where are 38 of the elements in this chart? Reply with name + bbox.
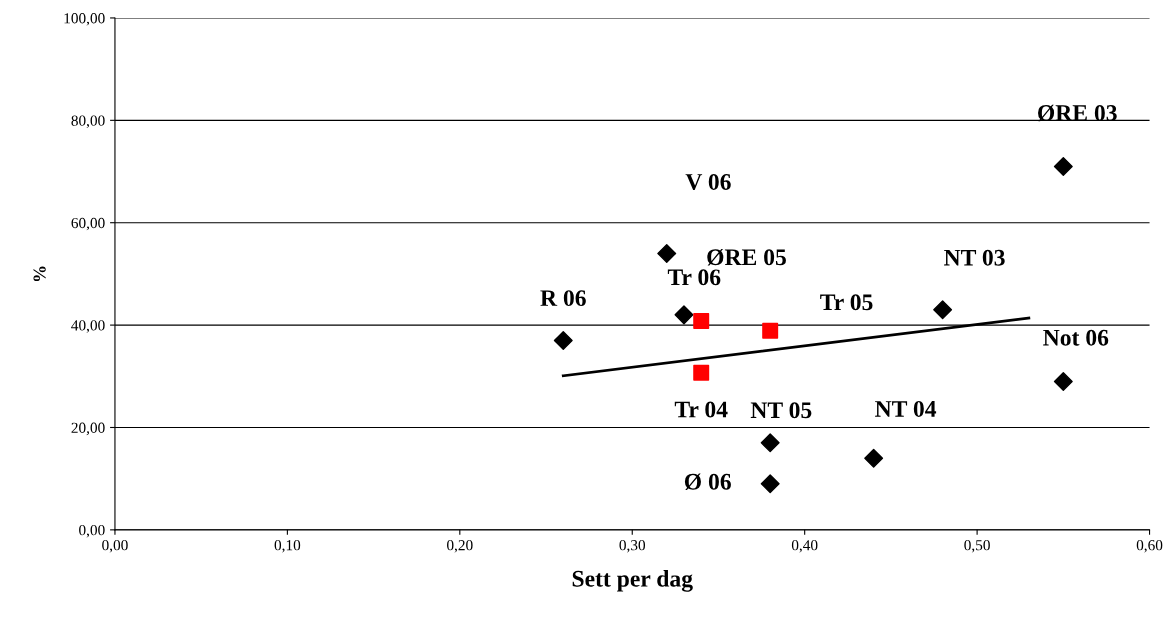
x-tick-label: 0,40 [791,540,818,553]
point [553,330,573,350]
annotation: Tr 04 [674,401,728,418]
point [864,448,884,468]
annotation: ØRE 05 [707,248,786,266]
x-axis-title: Sett per dag [572,570,693,592]
point [657,243,677,263]
x-tick-label: 0,20 [447,540,473,553]
x-tick-label: 0,50 [964,540,990,553]
point [693,364,710,381]
point [693,313,710,329]
x-tick-label: 0,30 [619,540,646,553]
point [1053,156,1073,176]
annotation: NT 04 [875,400,937,417]
y-tick-label: 20,00 [71,422,105,436]
x-tick-label: 0,10 [274,540,301,553]
annotation: Ø 06 [684,473,731,491]
y-tick-label: 40,00 [71,320,105,333]
annotation: Tr 06 [667,269,721,286]
annotation: NT 05 [750,402,812,419]
annotation: R 06 [540,290,586,307]
y-axis-title: % [33,266,46,282]
x-tick-label: 0,00 [102,540,128,553]
x-tick-label: 0,60 [1136,540,1163,553]
annotation: Not 06 [1043,329,1109,346]
y-tick-label: 80,00 [71,115,105,128]
annotation: NT 03 [944,249,1005,266]
y-tick-label: 100,00 [64,13,105,26]
point [933,300,953,320]
point [760,433,780,453]
annotation: Tr 05 [820,294,873,311]
point [760,474,780,494]
point [674,305,694,325]
point [1053,371,1073,391]
annotation: V 06 [685,173,731,191]
y-tick-label: 0,00 [79,525,105,538]
point [762,322,779,339]
y-tick-label: 60,00 [71,217,105,231]
